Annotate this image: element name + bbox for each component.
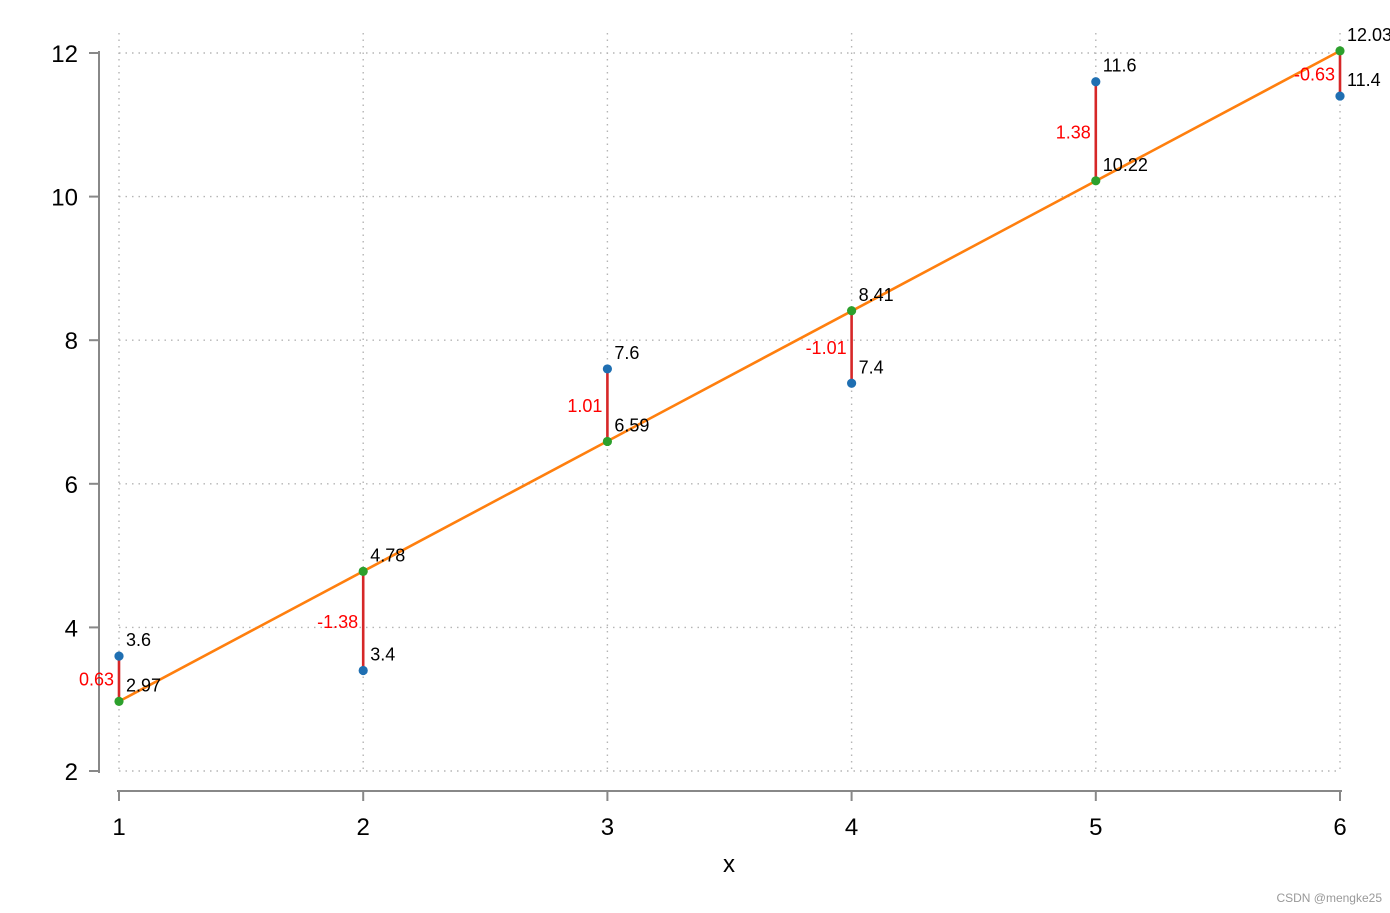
fitted-value-label: 12.03 <box>1347 25 1390 45</box>
grid-layer <box>118 33 1341 772</box>
x-axis-title: x <box>723 851 735 878</box>
x-tick-label: 2 <box>357 814 370 841</box>
observed-point <box>1091 77 1101 87</box>
fitted-value-label: 8.41 <box>859 285 894 305</box>
observed-value-label: 3.6 <box>126 630 151 650</box>
y-tick-label: 10 <box>51 185 78 212</box>
x-tick-label: 3 <box>601 814 614 841</box>
observed-value-label: 11.6 <box>1103 56 1137 76</box>
y-tick-label: 6 <box>65 472 78 499</box>
fitted-point <box>847 306 857 316</box>
residual-value-label: 1.38 <box>1056 122 1091 142</box>
observed-point <box>847 378 857 388</box>
observed-point <box>358 665 368 676</box>
fitted-point <box>602 436 613 447</box>
y-tick-label: 12 <box>51 41 78 68</box>
fitted-point <box>1091 176 1101 186</box>
observed-value-label: 11.4 <box>1347 70 1381 90</box>
observed-point <box>1335 91 1345 101</box>
observed-value-label: 3.4 <box>370 644 395 664</box>
x-tick-label: 4 <box>845 814 858 841</box>
fitted-line <box>118 49 1341 703</box>
labels-layer: 3.6 2.97 0.63 3.4 4.78 -1.38 7.6 6.59 1.01 7.4 8.4… <box>79 25 1390 696</box>
observed-value-label: 7.4 <box>859 357 884 377</box>
residual-layer <box>117 50 1342 702</box>
observed-value-label: 7.6 <box>614 343 639 363</box>
fitted-value-label: 6.59 <box>614 415 649 435</box>
y-tick-label: 4 <box>65 615 78 642</box>
fitted-value-label: 2.97 <box>126 675 161 695</box>
residual-value-label: -0.63 <box>1294 64 1335 84</box>
points-layer <box>114 46 1345 706</box>
fitted-point <box>1335 46 1345 56</box>
fitted-line-layer <box>118 49 1341 703</box>
fitted-point <box>114 696 124 706</box>
residual-value-label: -1.01 <box>806 338 847 358</box>
residual-value-label: 1.01 <box>567 396 602 416</box>
observed-point <box>114 651 124 661</box>
y-tick-label: 8 <box>65 328 78 355</box>
fitted-point <box>358 566 368 576</box>
fitted-value-label: 10.22 <box>1103 155 1148 175</box>
observed-point <box>602 364 613 374</box>
watermark: CSDN @mengke25 <box>1276 891 1382 905</box>
residual-value-label: 0.63 <box>79 670 114 690</box>
x-tick-label: 1 <box>112 814 125 841</box>
y-tick-label: 2 <box>65 759 78 786</box>
x-tick-label: 6 <box>1333 814 1346 841</box>
residual-value-label: -1.38 <box>317 612 358 632</box>
x-tick-label: 5 <box>1089 814 1102 841</box>
fitted-value-label: 4.78 <box>370 545 405 565</box>
